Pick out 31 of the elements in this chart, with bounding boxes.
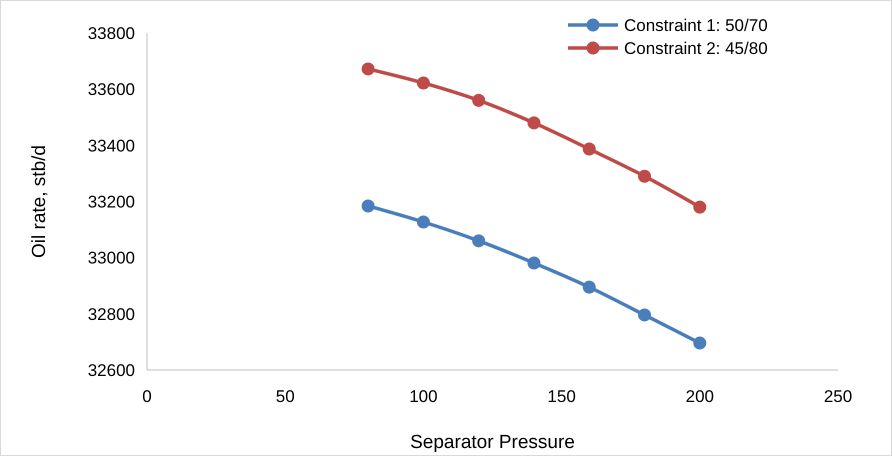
point <box>362 199 375 212</box>
point <box>582 280 596 294</box>
point <box>582 142 596 156</box>
y-tick-label: 33200 <box>88 192 135 212</box>
point <box>638 308 652 322</box>
point <box>638 170 652 183</box>
x-axis-title: Separator Pressure <box>410 432 575 453</box>
point <box>472 234 486 248</box>
point <box>416 216 430 228</box>
point <box>416 76 430 90</box>
y-tick-label: 33400 <box>88 136 135 156</box>
y-tick-label: 33000 <box>88 248 135 268</box>
y-axis-title: Oil rate, stb/d <box>29 145 50 258</box>
y-tick-label: 32600 <box>88 360 135 380</box>
y-tick-label: 32800 <box>88 304 135 324</box>
x-tick-label: 250 <box>824 387 852 406</box>
point <box>472 94 486 107</box>
x-tick-label: 50 <box>276 387 295 406</box>
point <box>693 336 706 350</box>
legend-label: Constraint 1: 50/70 <box>624 16 768 35</box>
y-tick-label: 33800 <box>88 24 135 43</box>
point <box>527 256 540 270</box>
y-tick-label: 33600 <box>88 80 135 100</box>
x-tick-label: 200 <box>686 387 714 406</box>
point <box>362 62 375 76</box>
x-tick-label: 150 <box>547 387 576 406</box>
x-tick-label: 0 <box>142 387 152 406</box>
point <box>527 116 540 130</box>
legend-label: Constraint 2: 45/80 <box>624 38 768 58</box>
x-tick-label: 100 <box>409 387 438 406</box>
point <box>693 200 706 214</box>
